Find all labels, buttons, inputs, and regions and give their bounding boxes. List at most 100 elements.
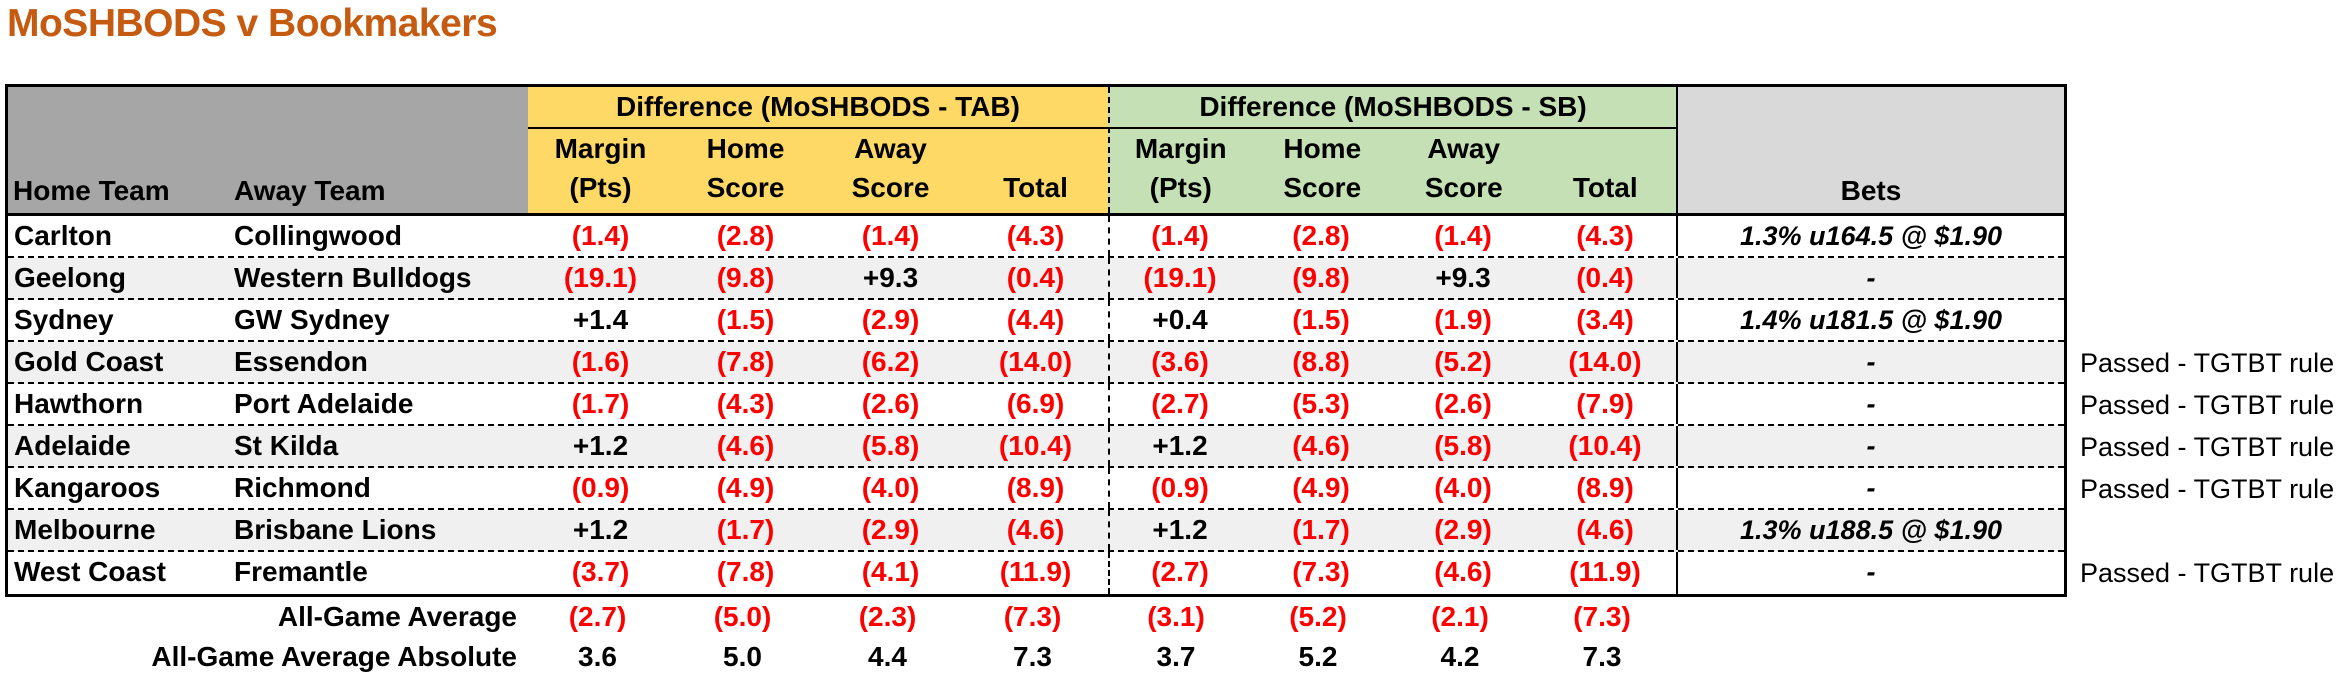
tab-total-cell: 7.3: [1013, 641, 1052, 672]
sb-margin-cell: (3.1): [1147, 601, 1205, 632]
bets-cell: -: [1676, 342, 2064, 382]
tab-home-score-header: Home Score: [673, 129, 818, 213]
sb-home-score-cell: (2.8): [1292, 220, 1350, 251]
table-row: Geelong Western Bulldogs (19.1) (9.8) +9.3 (0…: [8, 258, 2064, 300]
sb-away-score-cell: (1.9): [1434, 304, 1492, 335]
table-row: Melbourne Brisbane Lions +1.2 (1.7) (2.9) (4.…: [8, 510, 2064, 552]
row-note: Passed - TGTBT rule: [2080, 390, 2335, 420]
away-team-cell: GW Sydney: [234, 304, 390, 335]
tab-home-score-cell: (5.0): [713, 601, 772, 632]
sb-home-score-cell: (1.5): [1292, 304, 1350, 335]
away-team-cell: Brisbane Lions: [234, 514, 437, 545]
table-row: Sydney GW Sydney +1.4 (1.5) (2.9) (4.4) +0.4 (1…: [8, 300, 2064, 342]
tab-home-score-cell: (4.9): [716, 472, 775, 503]
tab-total-cell: (10.4): [998, 430, 1073, 461]
table-row: Carlton Collingwood (1.4) (2.8) (1.4) (4.3) (1…: [8, 216, 2064, 258]
sb-away-score-cell: (4.0): [1434, 472, 1492, 503]
header-line: Away: [854, 133, 927, 164]
sb-home-score-cell: (9.8): [1292, 262, 1350, 293]
tab-margin-cell: (3.7): [571, 556, 630, 587]
sb-total-cell: 7.3: [1582, 641, 1622, 672]
bets-cell: 1.3% u188.5 @ $1.90: [1676, 510, 2064, 550]
bets-cell: 1.4% u181.5 @ $1.90: [1676, 300, 2064, 340]
table-header: Home Team Away Team Difference (MoSHBODS…: [8, 87, 2064, 216]
tab-margin-cell: (1.6): [571, 346, 630, 377]
header-line: Home: [706, 133, 785, 164]
row-note: Passed - TGTBT rule: [2080, 558, 2335, 588]
sb-away-score-cell: (5.2): [1434, 346, 1492, 377]
tab-away-score-header: Away Score: [818, 129, 963, 213]
tab-total-cell: (7.3): [1003, 601, 1062, 632]
sb-home-score-cell: (5.3): [1292, 388, 1350, 419]
tab-margin-cell: (1.7): [571, 388, 630, 419]
tab-margin-cell: (1.4): [571, 220, 630, 251]
home-team-cell: Kangaroos: [14, 472, 161, 503]
tab-home-score-cell: (2.8): [716, 220, 775, 251]
sb-away-score-cell: (5.8): [1434, 430, 1492, 461]
header-line: Score: [1283, 172, 1362, 203]
sb-home-score-cell: (4.6): [1292, 430, 1350, 461]
sb-total-cell: (3.4): [1576, 304, 1634, 335]
bets-cell: -: [1676, 426, 2064, 466]
tab-away-score-cell: (4.0): [861, 472, 920, 503]
tab-group-label: Difference (MoSHBODS - TAB): [528, 87, 1108, 129]
comparison-table: Home Team Away Team Difference (MoSHBODS…: [5, 84, 2067, 597]
sb-margin-cell: +1.2: [1108, 510, 1250, 550]
sb-margin-cell: (19.1): [1108, 258, 1250, 298]
table-row: Hawthorn Port Adelaide (1.7) (4.3) (2.6) (6.9…: [8, 384, 2064, 426]
sb-margin-cell: (1.4): [1108, 216, 1250, 256]
table-row: Kangaroos Richmond (0.9) (4.9) (4.0) (8.9) (0.…: [8, 468, 2064, 510]
home-team-cell: Sydney: [14, 304, 114, 335]
tab-away-score-cell: +9.3: [862, 262, 919, 293]
summary-row: All-Game Average Absolute 3.6 5.0 4.4 7.3 3.7…: [5, 637, 2067, 674]
header-line: Margin: [1134, 133, 1227, 164]
sb-group-header: Difference (MoSHBODS - SB) Margin (Pts) …: [1108, 87, 1676, 213]
sb-margin-cell: (2.7): [1108, 384, 1250, 424]
tab-home-score-cell: (4.3): [716, 388, 775, 419]
bets-cell: -: [1676, 258, 2064, 298]
table-body: Carlton Collingwood (1.4) (2.8) (1.4) (4.3) (1…: [8, 216, 2064, 594]
page-title: MoSHBODS v Bookmakers: [7, 2, 498, 45]
sb-margin-cell: +1.2: [1108, 426, 1250, 466]
home-team-cell: Adelaide: [14, 430, 131, 461]
sb-margin-cell: +0.4: [1108, 300, 1250, 340]
sb-home-score-cell: 5.2: [1298, 641, 1338, 672]
tab-home-score-cell: (7.8): [716, 556, 775, 587]
away-team-cell: St Kilda: [234, 430, 339, 461]
sb-total-cell: (4.6): [1576, 514, 1634, 545]
bets-cell: -: [1676, 384, 2064, 424]
header-line: Total: [1572, 172, 1638, 203]
tab-away-score-cell: (5.8): [861, 430, 920, 461]
tab-margin-cell: (19.1): [563, 262, 638, 293]
tab-total-cell: (0.4): [1006, 262, 1065, 293]
tab-total-cell: (14.0): [998, 346, 1073, 377]
sb-away-score-cell: 4.2: [1440, 641, 1480, 672]
header-line: Score: [851, 172, 930, 203]
header-line: (Pts): [1149, 172, 1212, 203]
away-team-cell: Richmond: [234, 472, 371, 503]
home-team-header: Home Team: [13, 175, 170, 206]
tab-subheaders: Margin (Pts) Home Score Away Score Total: [528, 129, 1108, 213]
sb-away-score-cell: (4.6): [1434, 556, 1492, 587]
bets-cell-empty: [1673, 637, 2067, 674]
home-team-cell: Hawthorn: [14, 388, 144, 419]
header-line: Margin: [554, 133, 647, 164]
tab-home-score-cell: 5.0: [723, 641, 762, 672]
sb-margin-header: Margin (Pts): [1110, 129, 1252, 213]
summary-label: All-Game Average Absolute: [151, 641, 517, 672]
tab-away-score-cell: (2.3): [858, 601, 917, 632]
away-team-cell: Essendon: [234, 346, 368, 377]
sb-away-score-cell: (2.6): [1434, 388, 1492, 419]
sb-away-score-cell: +9.3: [1435, 262, 1491, 293]
tab-home-score-cell: (9.8): [716, 262, 775, 293]
sb-total-cell: (7.9): [1576, 388, 1634, 419]
tab-total-cell: (4.4): [1006, 304, 1065, 335]
sb-margin-cell: (2.7): [1108, 552, 1250, 594]
sb-total-cell: (8.9): [1576, 472, 1634, 503]
bets-cell-empty: [1673, 597, 2067, 637]
sb-margin-cell: (0.9): [1108, 468, 1250, 508]
away-team-cell: Collingwood: [234, 220, 402, 251]
tab-total-cell: (4.3): [1006, 220, 1065, 251]
sb-subheaders: Margin (Pts) Home Score Away Score Total: [1110, 129, 1676, 213]
tab-total-cell: (6.9): [1006, 388, 1065, 419]
